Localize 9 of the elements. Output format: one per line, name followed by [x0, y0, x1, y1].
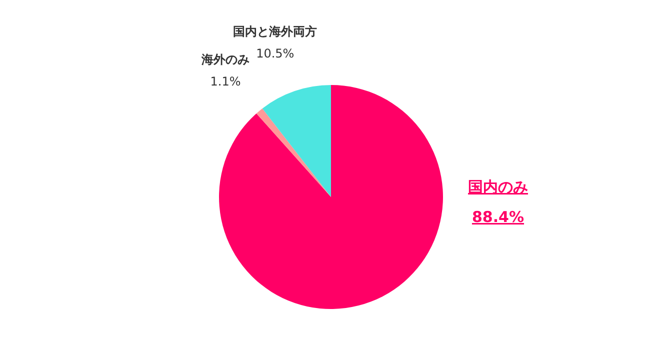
slice-label: 国内と海外両方 [233, 24, 318, 38]
slice-label: 海外のみ [200, 52, 250, 66]
data-label: 10.5% [256, 46, 294, 60]
pie-slice [219, 85, 443, 309]
data-label: 1.1% [210, 74, 241, 88]
pie-slice [262, 85, 331, 197]
slice-label: 国内のみ [468, 178, 528, 196]
pie-slice [256, 108, 331, 197]
data-label: 88.4% [472, 208, 524, 226]
